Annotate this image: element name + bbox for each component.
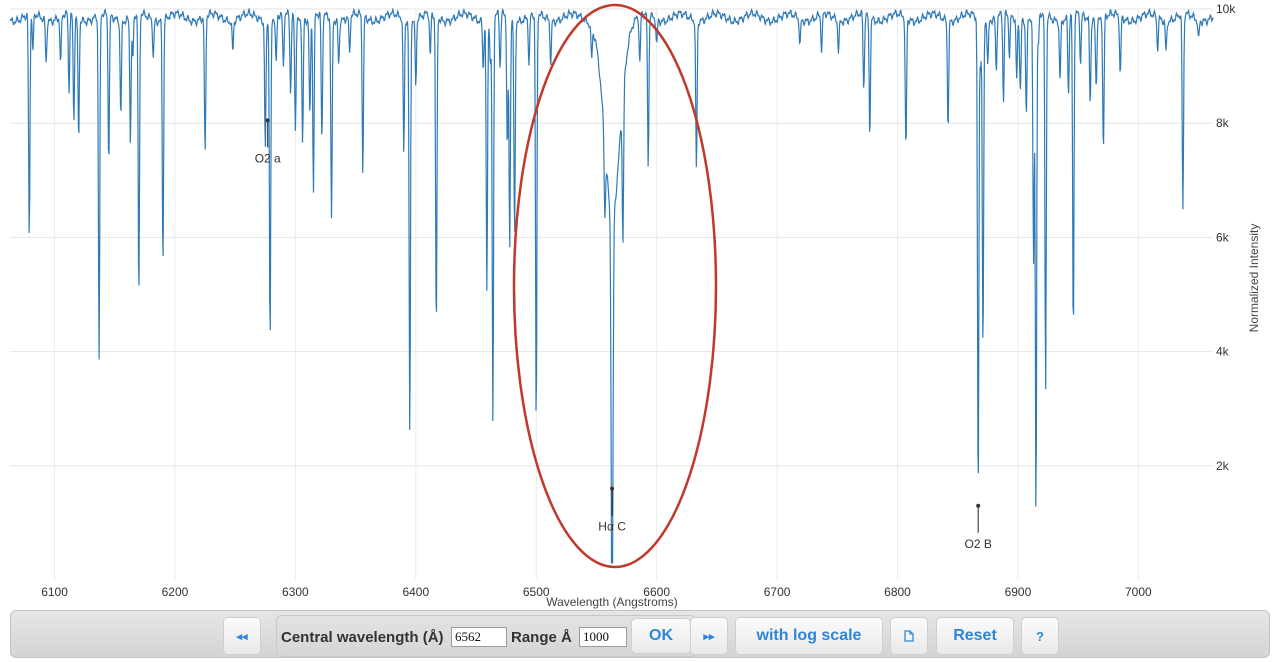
spectrum-line: [9, 7, 1214, 564]
annotation-dot: [610, 486, 615, 491]
y-tick-label: 6k: [1216, 230, 1230, 244]
central-wavelength-label: Central wavelength (Å): [281, 629, 444, 646]
annotation-dot: [265, 118, 270, 123]
range-input[interactable]: [579, 627, 627, 647]
x-tick-label: 6100: [41, 585, 68, 599]
x-tick-label: 6700: [764, 585, 791, 599]
wavelength-controls: Central wavelength (Å) Range Å OK: [276, 615, 696, 657]
annotation-dot: [976, 503, 981, 508]
previous-button[interactable]: ◂◂: [223, 617, 261, 655]
annotation-label: O2 a: [255, 151, 281, 165]
x-axis-title: Wavelength (Angstroms): [546, 595, 678, 609]
x-tick-label: 6900: [1005, 585, 1032, 599]
y-tick-label: 10k: [1216, 2, 1236, 16]
central-wavelength-input[interactable]: [451, 627, 507, 647]
y-axis-ticks: 2k 4k 6k 8k 10k: [1216, 2, 1236, 473]
annotation-label: Hα C: [598, 520, 626, 534]
document-icon: [904, 630, 914, 642]
x-tick-label: 6200: [162, 585, 189, 599]
y-tick-label: 4k: [1216, 345, 1230, 359]
line-annotations: O2 a Hα C O2 B: [255, 118, 992, 551]
highlight-ellipse: [512, 3, 718, 569]
grid-lines: [10, 8, 1213, 580]
x-tick-label: 6800: [884, 585, 911, 599]
ok-button[interactable]: OK: [631, 618, 691, 654]
range-label: Range Å: [511, 629, 572, 646]
y-tick-label: 8k: [1216, 116, 1230, 130]
y-axis-title: Normalized Intensity: [1247, 224, 1261, 333]
navigation-toolbar: ◂◂ Central wavelength (Å) Range Å OK ▸▸ …: [10, 610, 1270, 658]
x-tick-label: 6600: [643, 585, 670, 599]
log-scale-button[interactable]: with log scale: [735, 617, 883, 655]
x-tick-label: 7000: [1125, 585, 1152, 599]
rewind-icon: ◂◂: [236, 630, 248, 643]
export-button[interactable]: [890, 617, 928, 655]
fast-forward-icon: ▸▸: [703, 630, 715, 643]
help-button[interactable]: ?: [1021, 617, 1059, 655]
y-tick-label: 2k: [1216, 459, 1230, 473]
spectrum-chart: 6100 6200 6300 6400 6500 6600 6700 6800 6900 7000…: [9, 2, 1261, 609]
x-axis-ticks: 6100 6200 6300 6400 6500 6600 6700 6800 6900 7000: [41, 585, 1152, 599]
x-tick-label: 6500: [523, 585, 550, 599]
x-tick-label: 6300: [282, 585, 309, 599]
x-tick-label: 6400: [402, 585, 429, 599]
annotation-label: O2 B: [965, 537, 992, 551]
reset-button[interactable]: Reset: [936, 617, 1014, 655]
next-button[interactable]: ▸▸: [690, 617, 728, 655]
